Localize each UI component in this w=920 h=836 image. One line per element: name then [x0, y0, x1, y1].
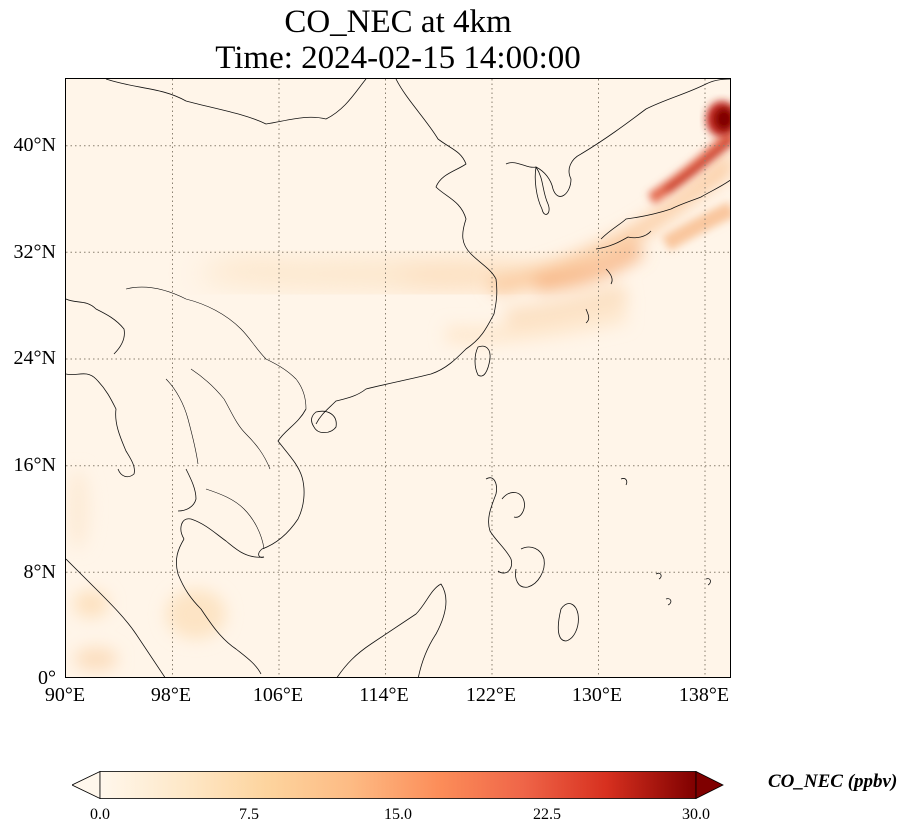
co-patches-south — [66, 469, 226, 671]
lon-tick-label: 138°E — [678, 684, 730, 706]
lat-tick-label: 40°N — [13, 134, 56, 156]
map-title: CO_NEC at 4km — [284, 4, 512, 40]
co-hotspot-max — [706, 101, 730, 137]
colorbar-extend-max — [695, 771, 724, 799]
lon-tick-label: 130°E — [571, 684, 623, 706]
lat-tick-label: 0° — [38, 667, 56, 689]
co-plume-outflow — [445, 150, 730, 345]
colorbar-label: CO_NEC (ppbv) — [768, 771, 898, 792]
lon-tick-label: 106°E — [252, 684, 304, 706]
map-timestamp: Time: 2024-02-15 14:00:00 — [215, 40, 581, 76]
map-gridlines — [66, 79, 730, 677]
lon-tick-label: 90°E — [44, 684, 86, 706]
lat-tick-label: 32°N — [13, 241, 56, 263]
map-panel — [65, 78, 731, 678]
colorbar-tick-label: 7.5 — [239, 806, 259, 823]
colorbar-gradient — [99, 771, 697, 799]
co-plume-japan — [647, 129, 730, 251]
map-canvas — [66, 79, 730, 677]
coastlines — [66, 79, 730, 677]
colorbar-tick-label: 15.0 — [384, 806, 412, 823]
co-field-background — [66, 79, 730, 677]
lat-tick-label: 8°N — [23, 561, 56, 583]
colorbar — [72, 771, 724, 799]
colorbar-tick-label: 30.0 — [682, 806, 710, 823]
colorbar-tick-label: 22.5 — [533, 806, 561, 823]
colorbar-extend-min — [72, 771, 101, 799]
lon-tick-label: 114°E — [359, 684, 409, 706]
lon-tick-label: 98°E — [150, 684, 192, 706]
lat-tick-label: 24°N — [13, 347, 56, 369]
lon-tick-label: 122°E — [465, 684, 517, 706]
lat-tick-label: 16°N — [13, 454, 56, 476]
colorbar-tick-label: 0.0 — [90, 806, 110, 823]
